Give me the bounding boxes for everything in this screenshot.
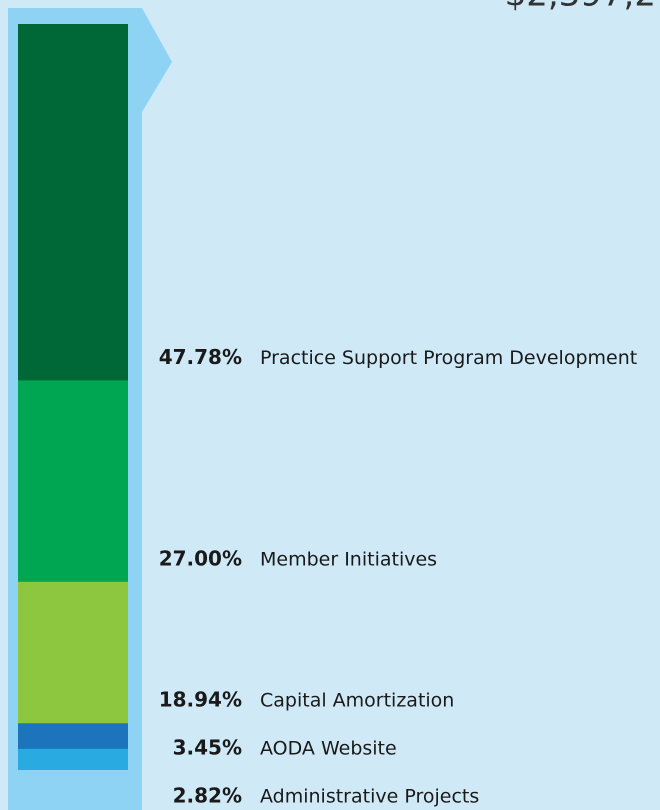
bar-segment xyxy=(18,748,128,770)
bar-segment xyxy=(18,723,128,749)
category-label: Practice Support Program Development xyxy=(260,347,637,369)
category-label: Member Initiatives xyxy=(260,548,437,570)
value-label: 27.00% xyxy=(159,546,242,570)
bar-segment xyxy=(18,380,128,582)
category-label: Administrative Projects xyxy=(260,786,479,808)
bar-segment xyxy=(18,581,128,724)
category-label: Capital Amortization xyxy=(260,690,454,712)
value-label: 18.94% xyxy=(159,688,242,712)
value-label: 2.82% xyxy=(173,784,242,808)
chart-title: $2,397,2 xyxy=(505,0,656,15)
bar-segment xyxy=(18,24,128,381)
value-label: 47.78% xyxy=(159,345,242,369)
category-label: AODA Website xyxy=(260,738,397,760)
value-label: 3.45% xyxy=(173,736,242,760)
